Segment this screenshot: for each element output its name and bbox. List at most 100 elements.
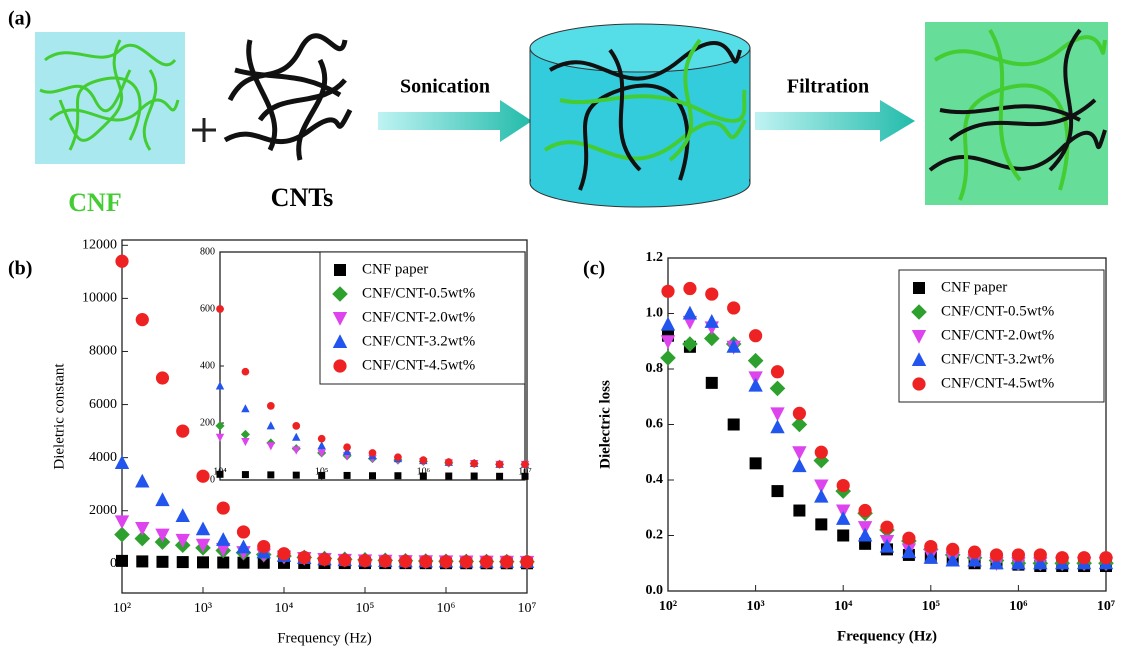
y-tick-label: 1.0 — [646, 306, 664, 321]
marker — [815, 446, 828, 459]
marker — [445, 458, 453, 466]
x-tick-label: 10² — [659, 599, 677, 614]
marker — [379, 554, 392, 567]
panel-label: (c) — [583, 258, 605, 280]
arrow — [378, 100, 532, 142]
y-tick-label: 0.0 — [646, 583, 664, 598]
marker — [902, 532, 915, 545]
y-tick-label: 400 — [200, 360, 215, 371]
legend: CNF paper CNF/CNT-0.5wt% CNF/CNT-2.0wt% CNF… — [899, 270, 1104, 402]
legend-marker — [912, 377, 925, 390]
marker — [358, 554, 371, 567]
marker — [216, 305, 224, 313]
marker — [116, 555, 128, 567]
y-tick-label: 6000 — [89, 397, 117, 412]
marker — [705, 287, 718, 300]
x-tick-label: 10⁶ — [1009, 599, 1027, 614]
marker — [237, 525, 250, 538]
x-tick-label: 10³ — [194, 601, 212, 616]
panel-label: (a) — [8, 8, 31, 30]
marker — [217, 471, 224, 478]
marker — [1034, 548, 1047, 561]
marker — [439, 555, 452, 568]
y-tick-label: 0.2 — [646, 528, 664, 543]
marker — [727, 301, 740, 314]
figure: (a) Sonication Filtration CNF CNTs 10²10… — [0, 0, 1134, 651]
marker — [217, 501, 230, 514]
marker — [394, 472, 401, 479]
legend-label: CNF/CNT-3.2wt% — [941, 351, 1054, 367]
legend-label: CNF/CNT-2.0wt% — [362, 309, 475, 325]
marker — [136, 313, 149, 326]
legend-label: CNF/CNT-4.5wt% — [941, 375, 1054, 391]
y-tick-label: 0.6 — [646, 417, 664, 432]
marker — [277, 547, 290, 560]
marker — [343, 443, 351, 451]
marker — [520, 555, 533, 568]
marker — [470, 460, 478, 468]
y-tick-label: 12000 — [82, 238, 117, 253]
y-tick-label: 1.2 — [646, 250, 664, 265]
x-tick-label: 10⁷ — [518, 601, 537, 616]
marker — [793, 505, 805, 517]
marker — [156, 556, 168, 568]
y-tick-label: 600 — [200, 303, 215, 314]
marker — [683, 282, 696, 295]
x-tick-label: 10⁷ — [1097, 599, 1115, 614]
marker — [318, 435, 326, 443]
panel-label: (b) — [8, 258, 32, 280]
marker — [1012, 548, 1025, 561]
marker — [136, 555, 148, 567]
marker — [394, 453, 402, 461]
marker — [968, 546, 981, 559]
x-tick-label: 10⁵ — [922, 599, 940, 614]
marker — [369, 472, 376, 479]
x-tick-label: 10⁴ — [834, 599, 853, 614]
marker — [728, 419, 740, 431]
marker — [480, 555, 493, 568]
marker — [1099, 551, 1112, 564]
marker — [298, 551, 311, 564]
legend-marker — [333, 359, 346, 372]
marker — [420, 473, 427, 480]
y-tick-label: 2000 — [89, 503, 117, 518]
marker — [750, 457, 762, 469]
y-axis-label: Dielectric loss — [597, 380, 613, 469]
marker — [706, 377, 718, 389]
x-tick-label: 10⁶ — [437, 601, 456, 616]
marker — [293, 472, 300, 479]
marker — [521, 460, 529, 468]
legend-label: CNF/CNT-2.0wt% — [941, 327, 1054, 343]
marker — [177, 556, 189, 568]
marker — [318, 553, 331, 566]
x-axis-label: Frequency (Hz) — [277, 630, 372, 646]
x-tick-label: 10⁴ — [275, 601, 294, 616]
y-tick-label: 0 — [110, 556, 117, 571]
cnf-square — [35, 32, 185, 164]
marker — [369, 449, 377, 457]
marker — [267, 402, 275, 410]
marker — [837, 479, 850, 492]
marker — [344, 472, 351, 479]
x-tick-label: 10⁵ — [356, 601, 375, 616]
marker — [419, 456, 427, 464]
marker — [1056, 551, 1069, 564]
marker — [292, 422, 300, 430]
y-tick-label: 4000 — [89, 450, 117, 465]
marker — [196, 470, 209, 483]
legend-label: CNF/CNT-4.5wt% — [362, 357, 475, 373]
marker — [496, 473, 503, 480]
marker — [399, 555, 412, 568]
legend-label: CNF/CNT-0.5wt% — [941, 303, 1054, 319]
marker — [837, 530, 849, 542]
marker — [197, 556, 209, 568]
legend-marker — [334, 264, 346, 276]
legend-label: CNF paper — [941, 279, 1007, 295]
marker — [793, 407, 806, 420]
marker — [522, 473, 529, 480]
marker — [267, 471, 274, 478]
marker — [1078, 551, 1091, 564]
y-tick-label: 0 — [210, 474, 215, 485]
marker — [445, 473, 452, 480]
marker — [318, 472, 325, 479]
